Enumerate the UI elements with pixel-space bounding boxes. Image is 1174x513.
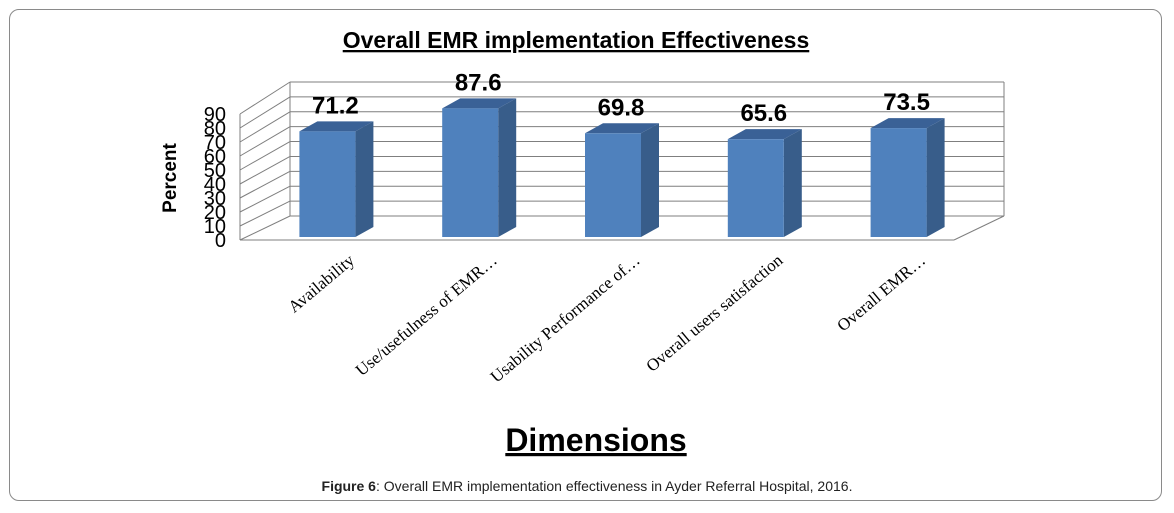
bar-series (299, 98, 945, 237)
bar-top (585, 123, 659, 134)
x-tick-label: Usability Performance of… (487, 251, 644, 387)
data-label: 69.8 (598, 94, 645, 121)
y-tick-label: 30 (204, 188, 226, 210)
bar-side (783, 129, 802, 237)
bar-side (355, 121, 374, 237)
data-label: 71.2 (312, 92, 359, 119)
bar (442, 98, 517, 237)
gridline-depth (239, 200, 291, 227)
gridline-depth (239, 141, 291, 171)
x-tick-label: Availability (285, 250, 359, 316)
x-tick-label: Overall users satisfaction (643, 250, 787, 375)
y-tick-label: 10 (204, 216, 226, 238)
figure-frame (9, 9, 1162, 501)
y-tick-label: 0 (215, 230, 226, 252)
bar (585, 123, 659, 237)
caption-label: Figure 6 (321, 478, 376, 494)
gridline-depth (239, 215, 291, 241)
gridline-depth (239, 185, 291, 213)
y-tick-label: 80 (204, 118, 226, 140)
x-tick-label: Use/usefulness of EMR… (352, 251, 501, 380)
data-label: 65.6 (740, 100, 787, 127)
bar-side (926, 118, 945, 237)
bar-top (727, 129, 802, 140)
bar (299, 121, 374, 237)
bar-top (442, 98, 517, 109)
bar-front (299, 131, 356, 237)
bar-front (870, 128, 927, 237)
y-tick-label: 90 (204, 104, 226, 126)
gridline-depth (239, 111, 291, 143)
gridline-depth (239, 126, 291, 157)
bar-front (442, 108, 499, 237)
caption-text: : Overall EMR implementation effectivene… (375, 478, 853, 494)
bar-front (585, 133, 641, 237)
chart-title: Overall EMR implementation Effectiveness (343, 27, 810, 53)
y-tick-label: 70 (204, 132, 226, 154)
bar-top (870, 118, 945, 129)
bar-top (299, 121, 374, 132)
y-tick-label: 20 (204, 202, 226, 224)
floor-edge (953, 215, 1005, 241)
data-label: 73.5 (883, 89, 930, 116)
data-labels: 71.2 87.6 69.8 65.6 73.5 (312, 69, 930, 127)
y-axis-label: Percent (160, 142, 181, 212)
data-label: 87.6 (455, 69, 502, 96)
y-tick-label: 50 (204, 160, 226, 182)
gridline-depth (239, 81, 291, 115)
bar-side (641, 123, 659, 237)
bar (870, 118, 945, 237)
gridline-depth (239, 96, 291, 129)
bar-front (727, 139, 784, 237)
gridline-depth (239, 156, 291, 185)
y-tick-label: 60 (204, 146, 226, 168)
figure-caption: Figure 6: Overall EMR implementation eff… (0, 478, 1174, 494)
bar-side (498, 98, 517, 237)
y-tick-label: 40 (204, 174, 226, 196)
x-axis-label: Dimensions (505, 422, 686, 458)
x-tick-label: Overall EMR… (833, 251, 929, 336)
gridline-depth (239, 170, 291, 199)
bar (727, 129, 802, 237)
